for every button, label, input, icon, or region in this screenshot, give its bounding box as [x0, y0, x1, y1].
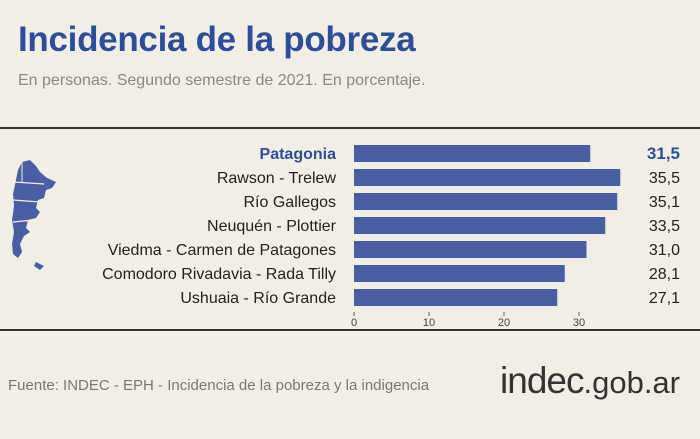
category-label-6: Ushuaia - Río Grande — [180, 290, 336, 307]
bar-5 — [354, 265, 565, 282]
value-label-3: 33,5 — [649, 218, 680, 235]
category-label-1: Rawson - Trelew — [217, 170, 337, 187]
category-label-0: Patagonia — [260, 146, 337, 163]
value-label-0: 31,5 — [647, 144, 680, 163]
category-label-3: Neuquén - Plottier — [207, 218, 337, 235]
bar-1 — [354, 169, 621, 186]
indec-logo: indec.gob.ar — [500, 360, 680, 402]
patagonia-map-icon — [12, 160, 56, 270]
x-tick-label-0: 0 — [351, 317, 357, 329]
source-note: Fuente: INDEC - EPH - Incidencia de la p… — [8, 377, 430, 394]
logo-domain-text: .gob.ar — [583, 365, 680, 400]
bar-0 — [354, 145, 591, 162]
category-label-5: Comodoro Rivadavia - Rada Tilly — [102, 266, 336, 283]
x-tick-label-2: 20 — [498, 317, 510, 329]
bar-4 — [354, 241, 587, 258]
x-tick-label-1: 10 — [423, 317, 435, 329]
value-label-4: 31,0 — [649, 242, 680, 259]
bar-chart: Patagonia 31,5 Rawson - Trelew 35,5 Río Gall… — [102, 144, 680, 329]
value-label-6: 27,1 — [649, 290, 680, 307]
chart-subtitle: En personas. Segundo semestre de 2021. E… — [18, 72, 426, 89]
bar-2 — [354, 193, 618, 210]
value-label-1: 35,5 — [649, 170, 680, 187]
bar-6 — [354, 289, 558, 306]
chart-frame: Patagonia 31,5 Rawson - Trelew 35,5 Río Gall… — [0, 127, 700, 331]
value-label-2: 35,1 — [649, 194, 680, 211]
chart-title: Incidencia de la pobreza — [18, 20, 416, 59]
x-tick-label-3: 30 — [573, 317, 585, 329]
category-label-2: Río Gallegos — [244, 194, 337, 211]
category-label-4: Viedma - Carmen de Patagones — [108, 242, 336, 259]
bar-3 — [354, 217, 606, 234]
logo-main-text: indec — [500, 360, 584, 401]
value-label-5: 28,1 — [649, 266, 680, 283]
